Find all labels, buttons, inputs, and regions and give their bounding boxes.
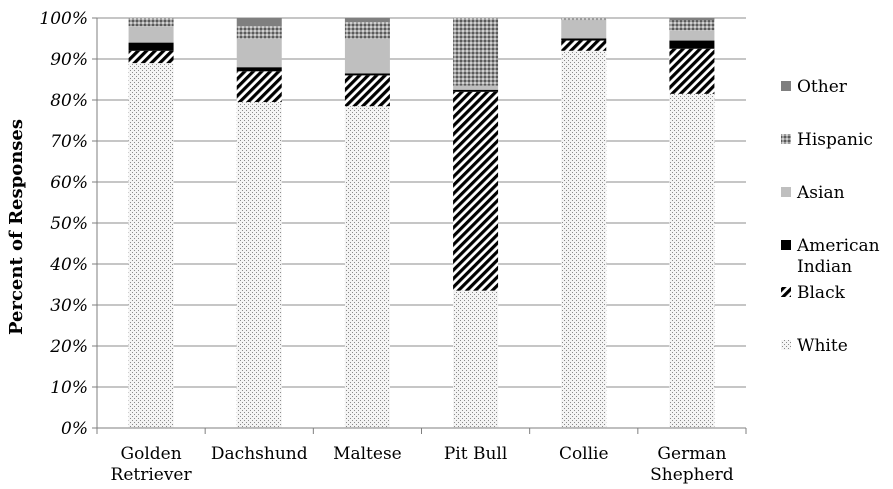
- x-category-label: Collie: [559, 444, 609, 464]
- y-tick-label: 90%: [50, 50, 88, 70]
- x-category-label: Golden Retriever: [111, 444, 193, 485]
- legend-label: American Indian: [796, 236, 880, 277]
- bar-segment-hispanic: [344, 22, 390, 39]
- bar-segment-asian: [669, 30, 715, 41]
- bar-segment-hispanic: [236, 26, 282, 39]
- y-tick-label: 80%: [50, 91, 88, 111]
- bar-segment-white: [236, 102, 282, 429]
- legend-swatch: [781, 240, 791, 250]
- bar-segment-asian: [344, 38, 390, 74]
- bar-segment-black: [236, 71, 282, 103]
- bar-segment-american-indian: [128, 42, 174, 51]
- bar-segment-black: [344, 75, 390, 107]
- bar-segment-other: [344, 18, 390, 23]
- bar-segment-white: [453, 290, 499, 428]
- bar-segment-american-indian: [561, 38, 607, 41]
- bar-segment-asian: [128, 26, 174, 43]
- y-axis-label: Percent of Responses: [6, 119, 27, 335]
- x-category-label: German Shepherd: [650, 444, 734, 485]
- legend-label: Black: [797, 283, 846, 303]
- bar-segment-hispanic: [561, 18, 607, 21]
- legend-swatch: [781, 187, 791, 197]
- y-tick-label: 70%: [50, 132, 88, 152]
- legend-label: Asian: [796, 183, 845, 203]
- bar-segment-white: [128, 63, 174, 428]
- x-category-label: Maltese: [333, 444, 402, 464]
- bar-segment-other: [236, 18, 282, 27]
- bars: [128, 18, 715, 429]
- bar-segment-american-indian: [453, 89, 499, 92]
- legend-label: Other: [797, 77, 848, 97]
- x-category-label: Pit Bull: [444, 444, 507, 464]
- bar-segment-american-indian: [236, 67, 282, 72]
- legend: Other Hispanic Asian American Indian Black Whi…: [781, 77, 880, 356]
- legend-swatch: [781, 340, 791, 350]
- y-tick-label: 0%: [61, 419, 88, 439]
- bar-segment-black: [669, 48, 715, 94]
- bar-segment-black: [561, 40, 607, 51]
- legend-label: White: [797, 336, 848, 356]
- bar-segment-white: [669, 93, 715, 428]
- bar-segment-asian: [453, 85, 499, 90]
- y-tick-labels: 0% 10% 20% 30% 40% 50% 60% 70% 80% 90% 100%: [39, 9, 97, 439]
- bar-segment-hispanic: [669, 20, 715, 31]
- bar-segment-american-indian: [669, 40, 715, 49]
- x-category-label: Dachshund: [211, 444, 308, 464]
- bar-segment-asian: [561, 20, 607, 39]
- legend-swatch: [781, 134, 791, 144]
- y-tick-label: 30%: [50, 296, 88, 316]
- y-tick-label: 100%: [39, 9, 88, 29]
- legend-label: Hispanic: [797, 130, 873, 150]
- legend-swatch: [781, 81, 791, 91]
- bar-segment-black: [453, 91, 499, 291]
- gridlines: [97, 17, 746, 388]
- y-tick-label: 20%: [49, 337, 88, 357]
- bar-segment-american-indian: [344, 73, 390, 76]
- y-tick-label: 60%: [50, 173, 88, 193]
- bar-segment-black: [128, 50, 174, 64]
- bar-segment-asian: [236, 38, 282, 68]
- bar-segment-other: [669, 18, 715, 21]
- bar-segment-hispanic: [453, 18, 499, 86]
- y-tick-label: 10%: [50, 378, 88, 398]
- bar-segment-white: [344, 106, 390, 429]
- y-tick-label: 50%: [50, 214, 88, 234]
- x-category-labels: Golden Retriever Dachshund Maltese Pit Bull C…: [111, 444, 734, 485]
- bar-segment-white: [561, 50, 607, 429]
- axes: [96, 18, 747, 434]
- legend-swatch: [781, 287, 791, 297]
- y-tick-label: 40%: [49, 255, 88, 275]
- bar-segment-hispanic: [128, 18, 174, 27]
